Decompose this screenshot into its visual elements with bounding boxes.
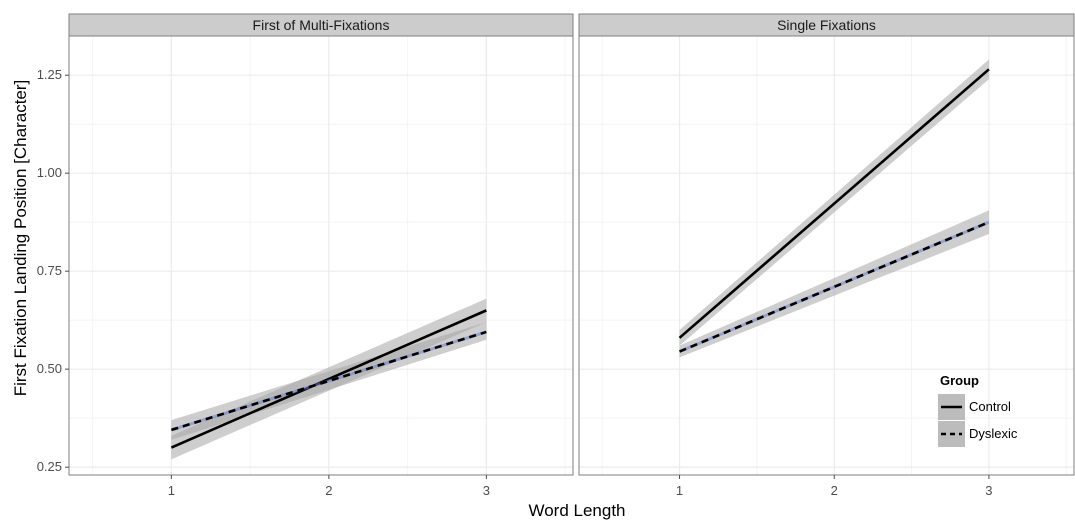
y-axis-title: First Fixation Landing Position [Charact… [11, 80, 30, 397]
legend-item-control: Control [938, 394, 1011, 420]
series-line-control [678, 68, 990, 339]
series-line-dyslexic [679, 220, 990, 353]
series-line-control [170, 309, 487, 449]
x-tick-label: 3 [483, 483, 490, 498]
x-tick-label: 2 [831, 483, 838, 498]
y-tick-label: 0.75 [37, 263, 62, 278]
legend-label: Dyslexic [969, 426, 1018, 441]
legend-keys: Control Dyslexic [938, 394, 1018, 447]
panel-border [68, 35, 574, 476]
legend-item-dyslexic: Dyslexic [938, 421, 1018, 447]
panel-1: First of Multi-Fixations 1 2 3 0.25 0.50 0.75 1… [37, 13, 574, 498]
legend-label: Control [969, 399, 1011, 414]
legend-title: Group [940, 373, 979, 388]
y-tick-label: 1.00 [37, 165, 62, 180]
y-tick-label: 1.25 [37, 67, 62, 82]
y-tick-label: 0.25 [37, 459, 62, 474]
legend: Group Control Dyslexic [938, 373, 1018, 447]
panel-background [579, 36, 1074, 475]
panel-title: First of Multi-Fixations [253, 17, 390, 33]
panel-2: Single Fixations 1 2 3 [578, 13, 1075, 498]
x-tick-label: 2 [325, 483, 332, 498]
panel-background [69, 36, 573, 475]
gridlines [69, 36, 573, 475]
series-line-dyslexic [170, 330, 487, 432]
x-tick-label: 3 [985, 483, 992, 498]
panels: First of Multi-Fixations 1 2 3 0.25 0.50 0.75 1… [37, 13, 1075, 498]
x-tick-label: 1 [676, 483, 683, 498]
panel-title: Single Fixations [777, 17, 876, 33]
x-tick-label: 1 [168, 483, 175, 498]
panel-border [578, 35, 1075, 476]
y-tick-label: 0.50 [37, 361, 62, 376]
x-axis-title: Word Length [528, 501, 625, 520]
